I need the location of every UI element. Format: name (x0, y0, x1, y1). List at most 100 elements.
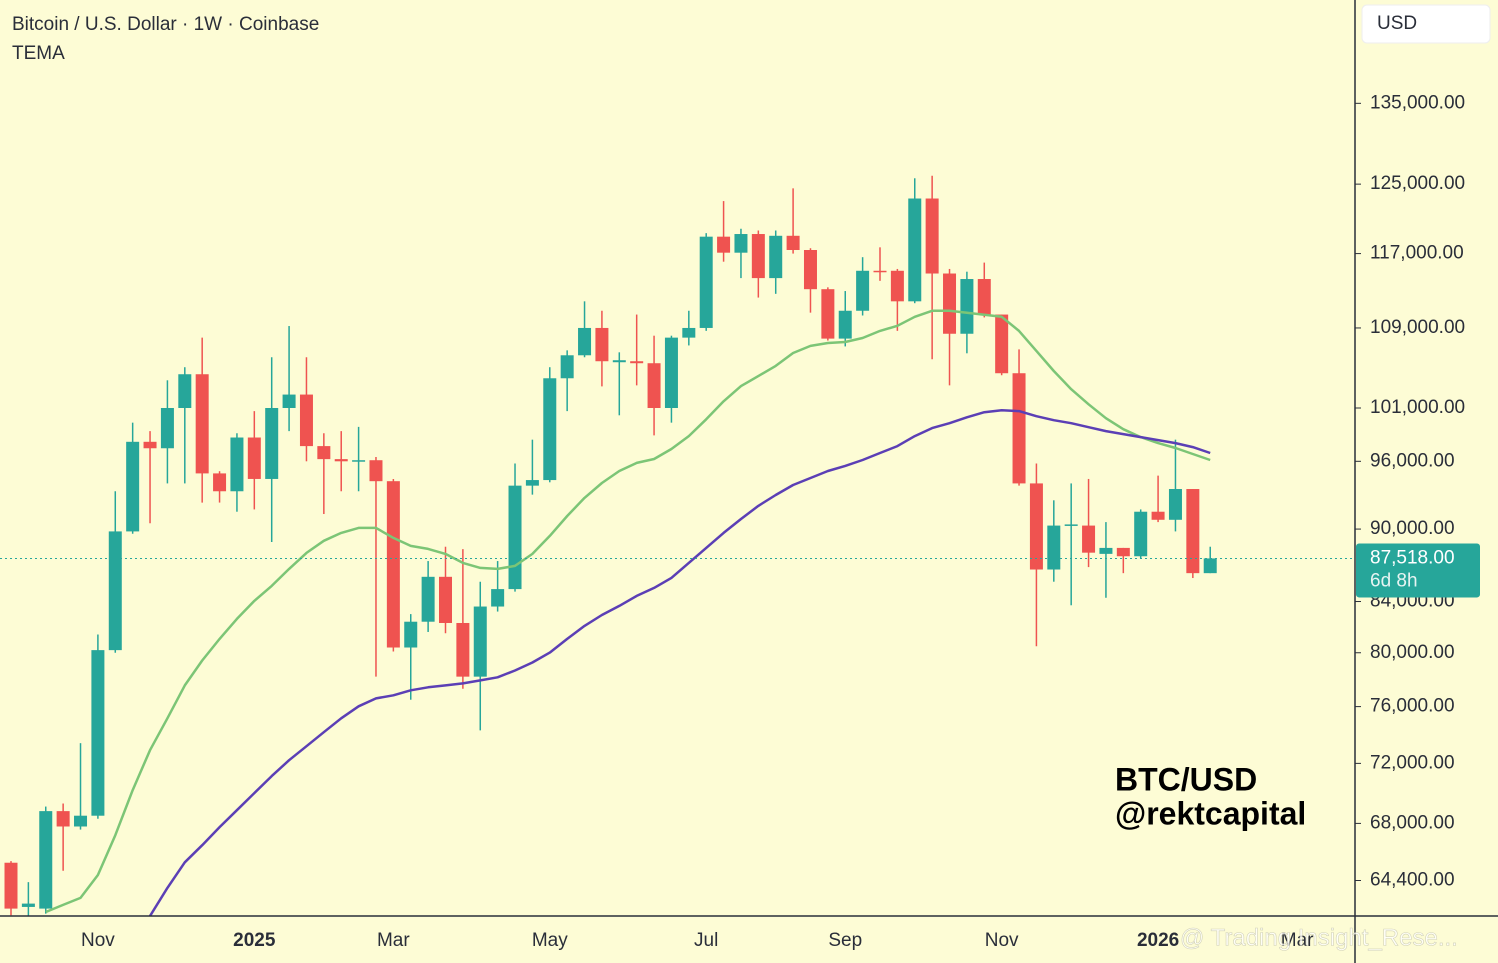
candle-body (786, 235, 800, 251)
candle-body (195, 374, 209, 474)
y-tick-label: 76,000.00 (1370, 696, 1455, 717)
candle-body (91, 650, 105, 816)
candle-body (821, 289, 835, 339)
candle-body (456, 622, 470, 677)
candle-body (1082, 525, 1096, 553)
candle-body (873, 270, 887, 273)
chart-title: Bitcoin / U.S. Dollar · 1W · Coinbase (12, 14, 319, 35)
candle-body (317, 446, 331, 460)
candle-body (995, 314, 1009, 374)
y-tick-label: 109,000.00 (1370, 317, 1465, 338)
candle-body (108, 531, 122, 651)
countdown-label: 6d 8h (1370, 570, 1418, 591)
candle-body (178, 374, 192, 408)
candle-body (664, 337, 678, 408)
candle-body (717, 236, 731, 253)
candle-body (39, 811, 53, 909)
y-tick-label: 68,000.00 (1370, 812, 1455, 833)
candle-body (612, 360, 626, 363)
y-tick-label: 135,000.00 (1370, 92, 1465, 113)
candle-body (1134, 511, 1148, 557)
candle-body (751, 234, 765, 279)
axes: 64,400.00 68,000.00 72,000.00 76,000.00 80,0… (81, 92, 1480, 951)
y-tick-label: 72,000.00 (1370, 752, 1455, 773)
candle-body (386, 481, 400, 648)
x-tick-label: Jul (694, 930, 718, 951)
candle-body (543, 378, 557, 481)
x-tick-label: Nov (985, 930, 1019, 951)
candle-body (1029, 483, 1043, 570)
candle-body (803, 250, 817, 290)
candle-body (1203, 558, 1217, 574)
candle-body (404, 621, 418, 648)
candle-body (369, 460, 383, 482)
candle-body (1064, 524, 1078, 526)
candle-body (595, 327, 609, 362)
candle-body (890, 270, 904, 302)
last-price-box (1356, 543, 1480, 598)
candle-body (352, 460, 366, 462)
candle-body (734, 234, 748, 253)
candle-body (1012, 373, 1026, 484)
candle-body (1151, 511, 1165, 520)
y-tick-label: 64,400.00 (1370, 870, 1455, 891)
x-tick-label: Nov (81, 930, 115, 951)
x-tick-label: Mar (377, 930, 410, 951)
x-tick-label: 2026 (1137, 930, 1179, 951)
candle-body (943, 273, 957, 334)
candle-body (682, 327, 696, 338)
candle-body (769, 235, 783, 279)
candle-body (126, 441, 140, 532)
candle-body (421, 576, 435, 622)
candle-body (578, 327, 592, 356)
y-tick-label: 80,000.00 (1370, 642, 1455, 663)
candle-body (439, 576, 452, 623)
candle-body (334, 459, 348, 462)
candle-body (525, 480, 539, 486)
candle-body (21, 903, 35, 907)
candle-body (699, 236, 713, 328)
last-price-label: 87,518.00 (1370, 547, 1455, 568)
candle-body (1168, 489, 1182, 520)
candle-body (74, 815, 88, 827)
y-tick-label: 125,000.00 (1370, 173, 1465, 194)
candle-body (56, 811, 70, 827)
candle-body (491, 589, 505, 607)
candle-body (282, 394, 296, 408)
indicator-label: TEMA (12, 43, 65, 64)
candle-body (630, 361, 644, 364)
candle-body (856, 270, 870, 311)
candle-body (925, 198, 939, 274)
currency-button[interactable] (1361, 4, 1491, 44)
indicator-line (45, 309, 1211, 914)
candle-body (508, 485, 522, 590)
plot-area (0, 175, 1355, 916)
x-tick-label: Sep (828, 930, 862, 951)
candle-body (473, 606, 487, 677)
candle-body (247, 437, 261, 479)
candle-body (265, 407, 279, 479)
candle-body (1116, 547, 1130, 557)
y-tick-label: 117,000.00 (1370, 243, 1464, 264)
candle-body (838, 310, 852, 339)
watermark: @ Trading Insight_Rese... (1180, 924, 1458, 951)
annotation: @rektcapital (1115, 795, 1306, 831)
currency-label[interactable]: USD (1377, 13, 1417, 34)
candle-body (213, 473, 227, 492)
y-tick-label: 96,000.00 (1370, 450, 1455, 471)
annotation: BTC/USD (1115, 761, 1257, 797)
candle-body (160, 407, 174, 449)
x-tick-label: Mar (1281, 930, 1314, 951)
candle-body (647, 363, 661, 408)
candle-body (143, 441, 157, 449)
candle-body (299, 394, 313, 447)
x-tick-label: 2025 (233, 930, 276, 951)
y-tick-label: 101,000.00 (1370, 397, 1465, 418)
x-tick-label: May (532, 930, 568, 951)
indicator-line (148, 408, 1211, 916)
candle-body (977, 279, 991, 315)
candle-body (4, 862, 18, 909)
candle-body (1099, 547, 1113, 554)
